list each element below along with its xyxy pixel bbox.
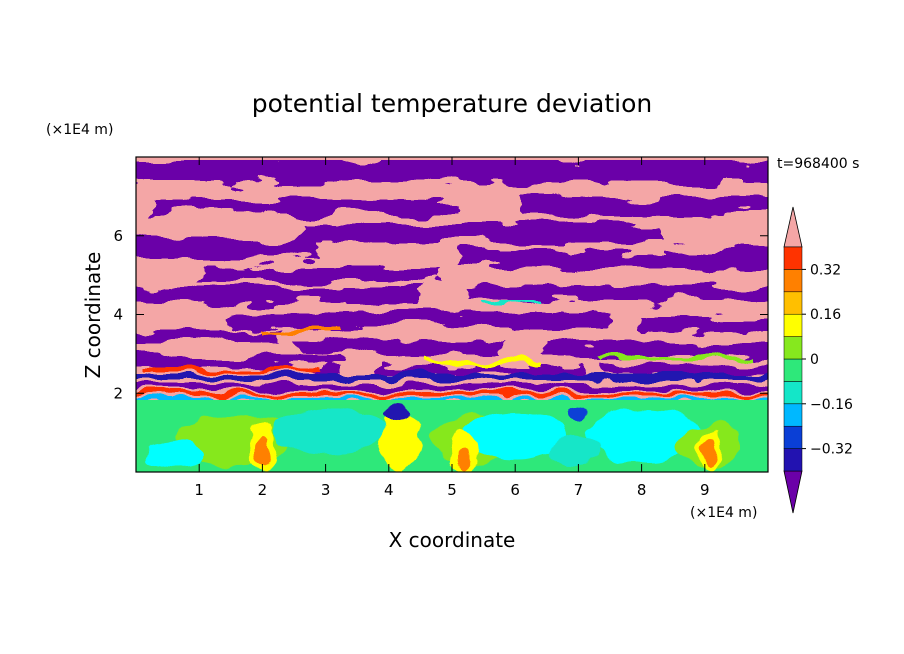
- colorbar-segment: [783, 336, 803, 360]
- x-axis-ticks: 1 2 3 4 5 6 7 8 9: [194, 157, 710, 499]
- colorbar-tick-label: 0: [810, 352, 819, 368]
- x-tick-label: 3: [321, 481, 331, 499]
- colorbar-segment: [783, 291, 803, 315]
- colorbar-segment: [783, 313, 803, 337]
- y-unit-label: (×1E4 m): [46, 122, 113, 138]
- x-tick-label: 6: [510, 481, 520, 499]
- y-tick-label: 2: [113, 384, 123, 402]
- x-tick-label: 2: [258, 481, 268, 499]
- y-tick-label: 6: [113, 227, 123, 245]
- colorbar-segment: [783, 269, 803, 293]
- x-tick-label: 8: [637, 481, 647, 499]
- colorbar-segment: [783, 403, 803, 427]
- colorbar-extend-top: [783, 206, 803, 248]
- colorbar-extend-bottom: [783, 470, 803, 514]
- colorbar-segment: [783, 425, 803, 449]
- x-axis-label: X coordinate: [389, 528, 516, 552]
- time-label: t=968400 s: [777, 156, 859, 172]
- y-tick-label: 4: [113, 306, 123, 324]
- colorbar-tick-label: −0.16: [810, 397, 853, 413]
- upper-layer-bands: [136, 160, 768, 376]
- colorbar-tick-label: −0.32: [810, 442, 853, 458]
- y-axis-ticks: 2 4 6: [113, 227, 768, 402]
- boundary-layer: [136, 400, 768, 472]
- chart-title: potential temperature deviation: [252, 89, 652, 118]
- x-tick-label: 7: [574, 481, 584, 499]
- x-tick-label: 1: [194, 481, 204, 499]
- plot-area: [136, 157, 768, 472]
- y-axis-label: Z coordinate: [81, 252, 105, 379]
- colorbar: 0.32 0.16 0 −0.16 −0.32: [783, 206, 853, 514]
- colorbar-tick-label: 0.16: [810, 307, 841, 323]
- colorbar-segment: [783, 358, 803, 382]
- colorbar-segment: [783, 448, 803, 472]
- colorbar-segment: [783, 246, 803, 270]
- x-tick-label: 9: [700, 481, 710, 499]
- x-tick-label: 4: [384, 481, 394, 499]
- x-tick-label: 5: [447, 481, 457, 499]
- colorbar-segment: [783, 381, 803, 405]
- x-unit-label: (×1E4 m): [690, 505, 757, 521]
- colorbar-tick-label: 0.32: [810, 262, 841, 278]
